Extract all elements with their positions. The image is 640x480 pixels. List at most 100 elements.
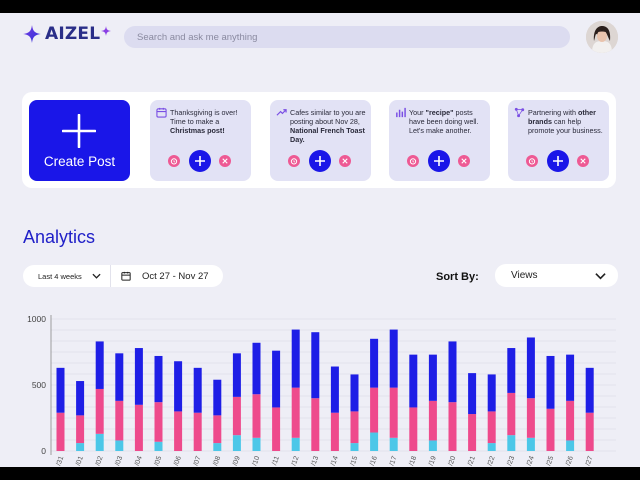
sort-dropdown[interactable]: Views (495, 264, 618, 287)
bar-segment (76, 381, 85, 416)
add-suggestion-button[interactable] (428, 150, 450, 172)
suggestion-text: Your "recipe" posts have been doing well… (409, 108, 479, 135)
analytics-heading: Analytics (23, 227, 96, 247)
bar-segment (448, 341, 457, 403)
create-post-button[interactable]: Create Post (29, 100, 130, 181)
sparkle-accent-icon (101, 26, 112, 36)
bar-segment (526, 437, 535, 451)
bar-segment (526, 337, 535, 399)
bar-segment (252, 342, 261, 395)
x-tick-label: /08 (212, 455, 222, 467)
bar-segment (409, 407, 418, 451)
bar-segment (213, 379, 222, 416)
alarm-clock-icon (290, 158, 298, 165)
bar-segment (311, 398, 320, 451)
x-tick-label: /18 (408, 455, 418, 467)
suggestion-card[interactable]: Thanksgiving is over! Time to make a Chr… (150, 100, 251, 181)
bar-segment (95, 341, 104, 389)
bar-segment (174, 411, 183, 451)
bar-chart-icon (396, 107, 406, 118)
suggestion-text: Cafes similar to you are posting about N… (290, 108, 366, 144)
chevron-down-icon (595, 273, 606, 280)
plus-icon (315, 156, 325, 166)
bar-segment (507, 392, 516, 436)
x-tick-label: /06 (173, 455, 183, 467)
bar-segment (134, 404, 143, 451)
x-tick-label: /20 (447, 455, 457, 467)
snooze-button[interactable] (288, 155, 300, 167)
y-tick-label: 500 (32, 380, 46, 390)
bar-segment (193, 412, 202, 451)
x-tick-label: /27 (585, 455, 595, 467)
x-tick-label: /07 (193, 455, 203, 467)
dismiss-button[interactable] (458, 155, 470, 167)
bar-segment (389, 387, 398, 438)
x-tick-label: /04 (134, 455, 144, 467)
bar-segment (134, 348, 143, 405)
bar-segment (252, 394, 261, 438)
date-filter: Last 4 weeks Oct 27 - Nov 27 (23, 265, 223, 287)
date-range-picker[interactable]: Oct 27 - Nov 27 (111, 265, 223, 287)
dismiss-button[interactable] (219, 155, 231, 167)
search-input[interactable] (137, 31, 570, 43)
snooze-button[interactable] (407, 155, 419, 167)
suggestion-card[interactable]: Partnering with other brands can help pr… (508, 100, 609, 181)
bar-segment (428, 400, 437, 441)
snooze-button[interactable] (168, 155, 180, 167)
x-tick-label: /02 (95, 455, 105, 467)
alarm-clock-icon (409, 158, 417, 165)
bar-segment (311, 332, 320, 399)
suggestion-card[interactable]: Your "recipe" posts have been doing well… (389, 100, 490, 181)
bar-segment (428, 440, 437, 451)
bar-segment (468, 373, 477, 415)
period-dropdown[interactable]: Last 4 weeks (23, 265, 109, 287)
add-suggestion-button[interactable] (309, 150, 331, 172)
y-tick-label: 1000 (27, 314, 46, 324)
sparkle-logo-icon (23, 25, 41, 43)
search-bar[interactable] (124, 26, 570, 48)
alarm-clock-icon (528, 158, 536, 165)
bar-segment (115, 353, 124, 401)
date-range-value: Oct 27 - Nov 27 (142, 271, 209, 282)
bar-segment (546, 355, 555, 409)
bar-segment (174, 361, 183, 412)
bar-segment (330, 366, 339, 413)
bar-segment (370, 338, 379, 388)
divider (110, 265, 111, 287)
snooze-button[interactable] (526, 155, 538, 167)
bar-segment (291, 437, 300, 451)
y-tick-label: 0 (41, 446, 46, 456)
plus-icon (195, 156, 205, 166)
calendar-icon (156, 107, 167, 118)
bar-segment (566, 354, 575, 401)
x-tick-label: /19 (428, 455, 438, 467)
close-icon (580, 158, 586, 164)
dismiss-button[interactable] (577, 155, 589, 167)
close-icon (222, 158, 228, 164)
bar-segment (350, 374, 359, 412)
x-tick-label: /15 (349, 455, 359, 467)
bar-segment (232, 435, 241, 451)
bar-segment (76, 415, 85, 444)
bar-segment (56, 412, 65, 451)
plus-icon (553, 156, 563, 166)
user-avatar[interactable] (586, 21, 618, 53)
bar-segment (56, 367, 65, 413)
plus-icon (434, 156, 444, 166)
avatar-portrait (586, 21, 618, 53)
period-value: Last 4 weeks (38, 271, 82, 281)
bar-segment (566, 400, 575, 441)
add-suggestion-button[interactable] (189, 150, 211, 172)
x-tick-label: /05 (153, 455, 163, 467)
bar-segment (115, 440, 124, 451)
brand-name: AIZEL (45, 24, 101, 44)
app-window: AIZEL Create Post Thanks (0, 13, 640, 467)
brand-logo[interactable]: AIZEL (23, 24, 112, 44)
suggestion-card[interactable]: Cafes similar to you are posting about N… (270, 100, 371, 181)
bar-segment (193, 367, 202, 413)
bar-segment (487, 374, 496, 412)
dismiss-button[interactable] (339, 155, 351, 167)
create-post-label: Create Post (43, 154, 116, 169)
add-suggestion-button[interactable] (547, 150, 569, 172)
bar-segment (585, 412, 594, 451)
